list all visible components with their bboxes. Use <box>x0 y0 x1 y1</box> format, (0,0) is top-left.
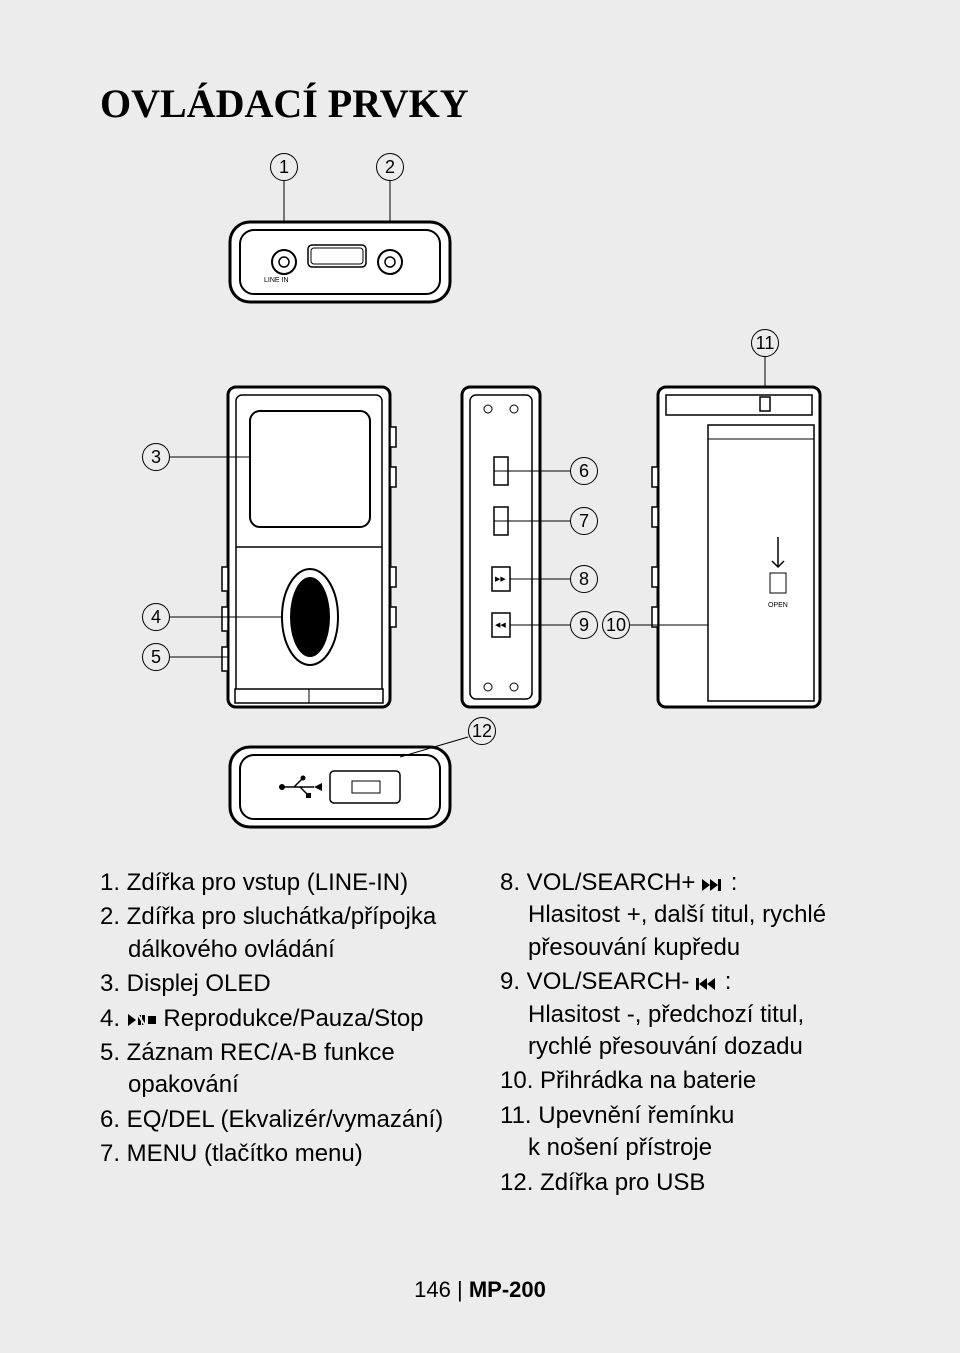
legend-left-col: 1. Zdířka pro vstup (LINE-IN) 2. Zdířka … <box>100 867 480 1201</box>
callout-6: 6 <box>570 457 598 485</box>
legend-5-line2: opakování <box>128 1071 239 1098</box>
front-view <box>222 387 396 707</box>
legend-right-col: 8. VOL/SEARCH+ : Hlasitost +, další titu… <box>500 867 880 1201</box>
callout-4: 4 <box>142 603 170 631</box>
legend-3: 3. Displej OLED <box>100 968 480 1000</box>
legend-11-line2: k nošení přístroje <box>528 1134 712 1161</box>
footer-sep: | <box>451 1277 469 1302</box>
svg-text:▶▶: ▶▶ <box>495 576 506 583</box>
fast-forward-icon <box>702 878 724 892</box>
legend-8-line2: Hlasitost +, další titul, rychlé <box>528 901 826 928</box>
footer-model: MP-200 <box>469 1277 546 1302</box>
diagram-area: LINE IN <box>100 167 860 847</box>
legend-4-num: 4. <box>100 1005 120 1032</box>
svg-text:◀◀: ◀◀ <box>495 622 506 629</box>
callout-12: 12 <box>468 717 496 745</box>
legend-6: 6. EQ/DEL (Ekvalizér/vymazání) <box>100 1104 480 1136</box>
page-title: OVLÁDACÍ PRVKY <box>100 80 880 127</box>
callout-7: 7 <box>570 507 598 535</box>
side-view: ▶▶ ◀◀ <box>462 387 540 707</box>
legend-11: 11. Upevnění řemínku k nošení přístroje <box>500 1100 880 1165</box>
legend-11-line1: 11. Upevnění řemínku <box>500 1102 734 1129</box>
page-footer: 146 | MP-200 <box>0 1277 960 1303</box>
rewind-icon <box>696 977 718 991</box>
legend-5-line1: 5. Záznam REC/A-B funkce <box>100 1039 395 1066</box>
legend-7: 7. MENU (tlačítko menu) <box>100 1138 480 1170</box>
callout-9: 9 <box>570 611 598 639</box>
play-pause-stop-icon <box>127 1012 157 1028</box>
legend-8-label: 8. VOL/SEARCH+ <box>500 869 695 896</box>
legend-8-colon: : <box>731 869 738 896</box>
legend-4: 4. Reprodukce/Pauza/Stop <box>100 1003 480 1035</box>
legend-2: 2. Zdířka pro sluchátka/přípojka dálkové… <box>100 901 480 966</box>
top-view: LINE IN <box>230 222 450 302</box>
bottom-view <box>230 747 450 827</box>
legend-9-line3: rychlé přesouvání dozadu <box>528 1033 803 1060</box>
legend-10: 10. Přihrádka na baterie <box>500 1065 880 1097</box>
callout-8: 8 <box>570 565 598 593</box>
back-view: OPEN <box>652 387 820 707</box>
callout-10: 10 <box>602 611 630 639</box>
legend-2-line1: 2. Zdířka pro sluchátka/přípojka <box>100 903 436 930</box>
svg-text:LINE IN: LINE IN <box>264 277 289 284</box>
legend-8-line3: přesouvání kupředu <box>528 934 740 961</box>
legend-2-line2: dálkového ovládání <box>128 936 335 963</box>
footer-page-num: 146 <box>414 1277 451 1302</box>
legend-9-label: 9. VOL/SEARCH- <box>500 968 689 995</box>
legend-8: 8. VOL/SEARCH+ : Hlasitost +, další titu… <box>500 867 880 964</box>
device-diagram: LINE IN <box>100 167 860 847</box>
legend-9-line2: Hlasitost -, předchozí titul, <box>528 1001 804 1028</box>
legend-5: 5. Záznam REC/A-B funkce opakování <box>100 1037 480 1102</box>
legend-9-colon: : <box>725 968 732 995</box>
callout-5: 5 <box>142 643 170 671</box>
legend-4-text: Reprodukce/Pauza/Stop <box>163 1005 423 1032</box>
legend-9: 9. VOL/SEARCH- : Hlasitost -, předchozí … <box>500 966 880 1063</box>
svg-text:OPEN: OPEN <box>768 602 788 609</box>
legend-12: 12. Zdířka pro USB <box>500 1167 880 1199</box>
callout-1: 1 <box>270 153 298 181</box>
callout-11: 11 <box>751 329 779 357</box>
callout-2: 2 <box>376 153 404 181</box>
legend: 1. Zdířka pro vstup (LINE-IN) 2. Zdířka … <box>100 867 880 1201</box>
legend-1: 1. Zdířka pro vstup (LINE-IN) <box>100 867 480 899</box>
callout-3: 3 <box>142 443 170 471</box>
